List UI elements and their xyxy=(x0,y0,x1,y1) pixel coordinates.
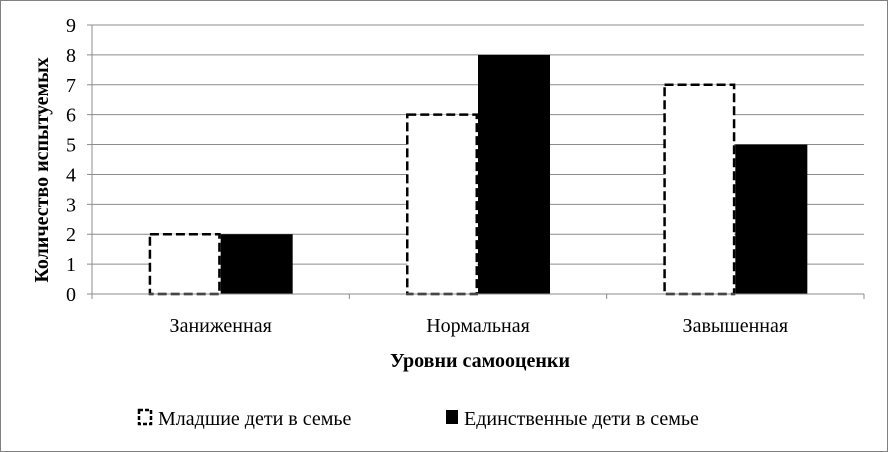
y-axis-title: Количество испытуемых xyxy=(31,57,53,282)
y-tick-label: 8 xyxy=(66,45,76,67)
legend-label-younger: Младшие дети в семье xyxy=(158,408,352,430)
bar-younger xyxy=(663,83,736,296)
y-tick-label: 2 xyxy=(66,224,76,246)
legend: Младшие дети в семье Единственные дети в… xyxy=(137,408,699,430)
x-category-label: Нормальная xyxy=(426,315,530,337)
y-tick-label: 6 xyxy=(66,105,76,127)
y-tick-label: 4 xyxy=(66,164,76,186)
bar-only xyxy=(735,144,808,294)
y-tick-label: 3 xyxy=(66,194,76,216)
y-tick-label: 7 xyxy=(66,75,76,97)
bar-younger xyxy=(148,232,221,296)
bars xyxy=(148,54,808,296)
y-tick-label: 9 xyxy=(66,15,76,37)
y-tick-labels: 0 1 2 3 4 5 6 7 8 9 xyxy=(66,15,76,306)
y-tick-label: 0 xyxy=(66,284,76,306)
bar-only xyxy=(478,54,550,295)
y-tick-label: 1 xyxy=(66,254,76,276)
x-category-label: Завышенная xyxy=(683,315,789,337)
bar-only xyxy=(220,234,293,294)
x-axis-title: Уровни самооценки xyxy=(390,350,570,372)
legend-swatch-only xyxy=(446,410,458,424)
axes xyxy=(87,24,865,299)
bar-younger xyxy=(406,113,478,296)
x-category-label: Заниженная xyxy=(170,315,272,337)
legend-label-only: Единственные дети в семье xyxy=(464,408,699,430)
y-tick-label: 5 xyxy=(66,135,76,157)
x-category-labels: Заниженная Нормальная Завышенная xyxy=(170,315,789,337)
legend-swatch-younger xyxy=(137,408,153,426)
